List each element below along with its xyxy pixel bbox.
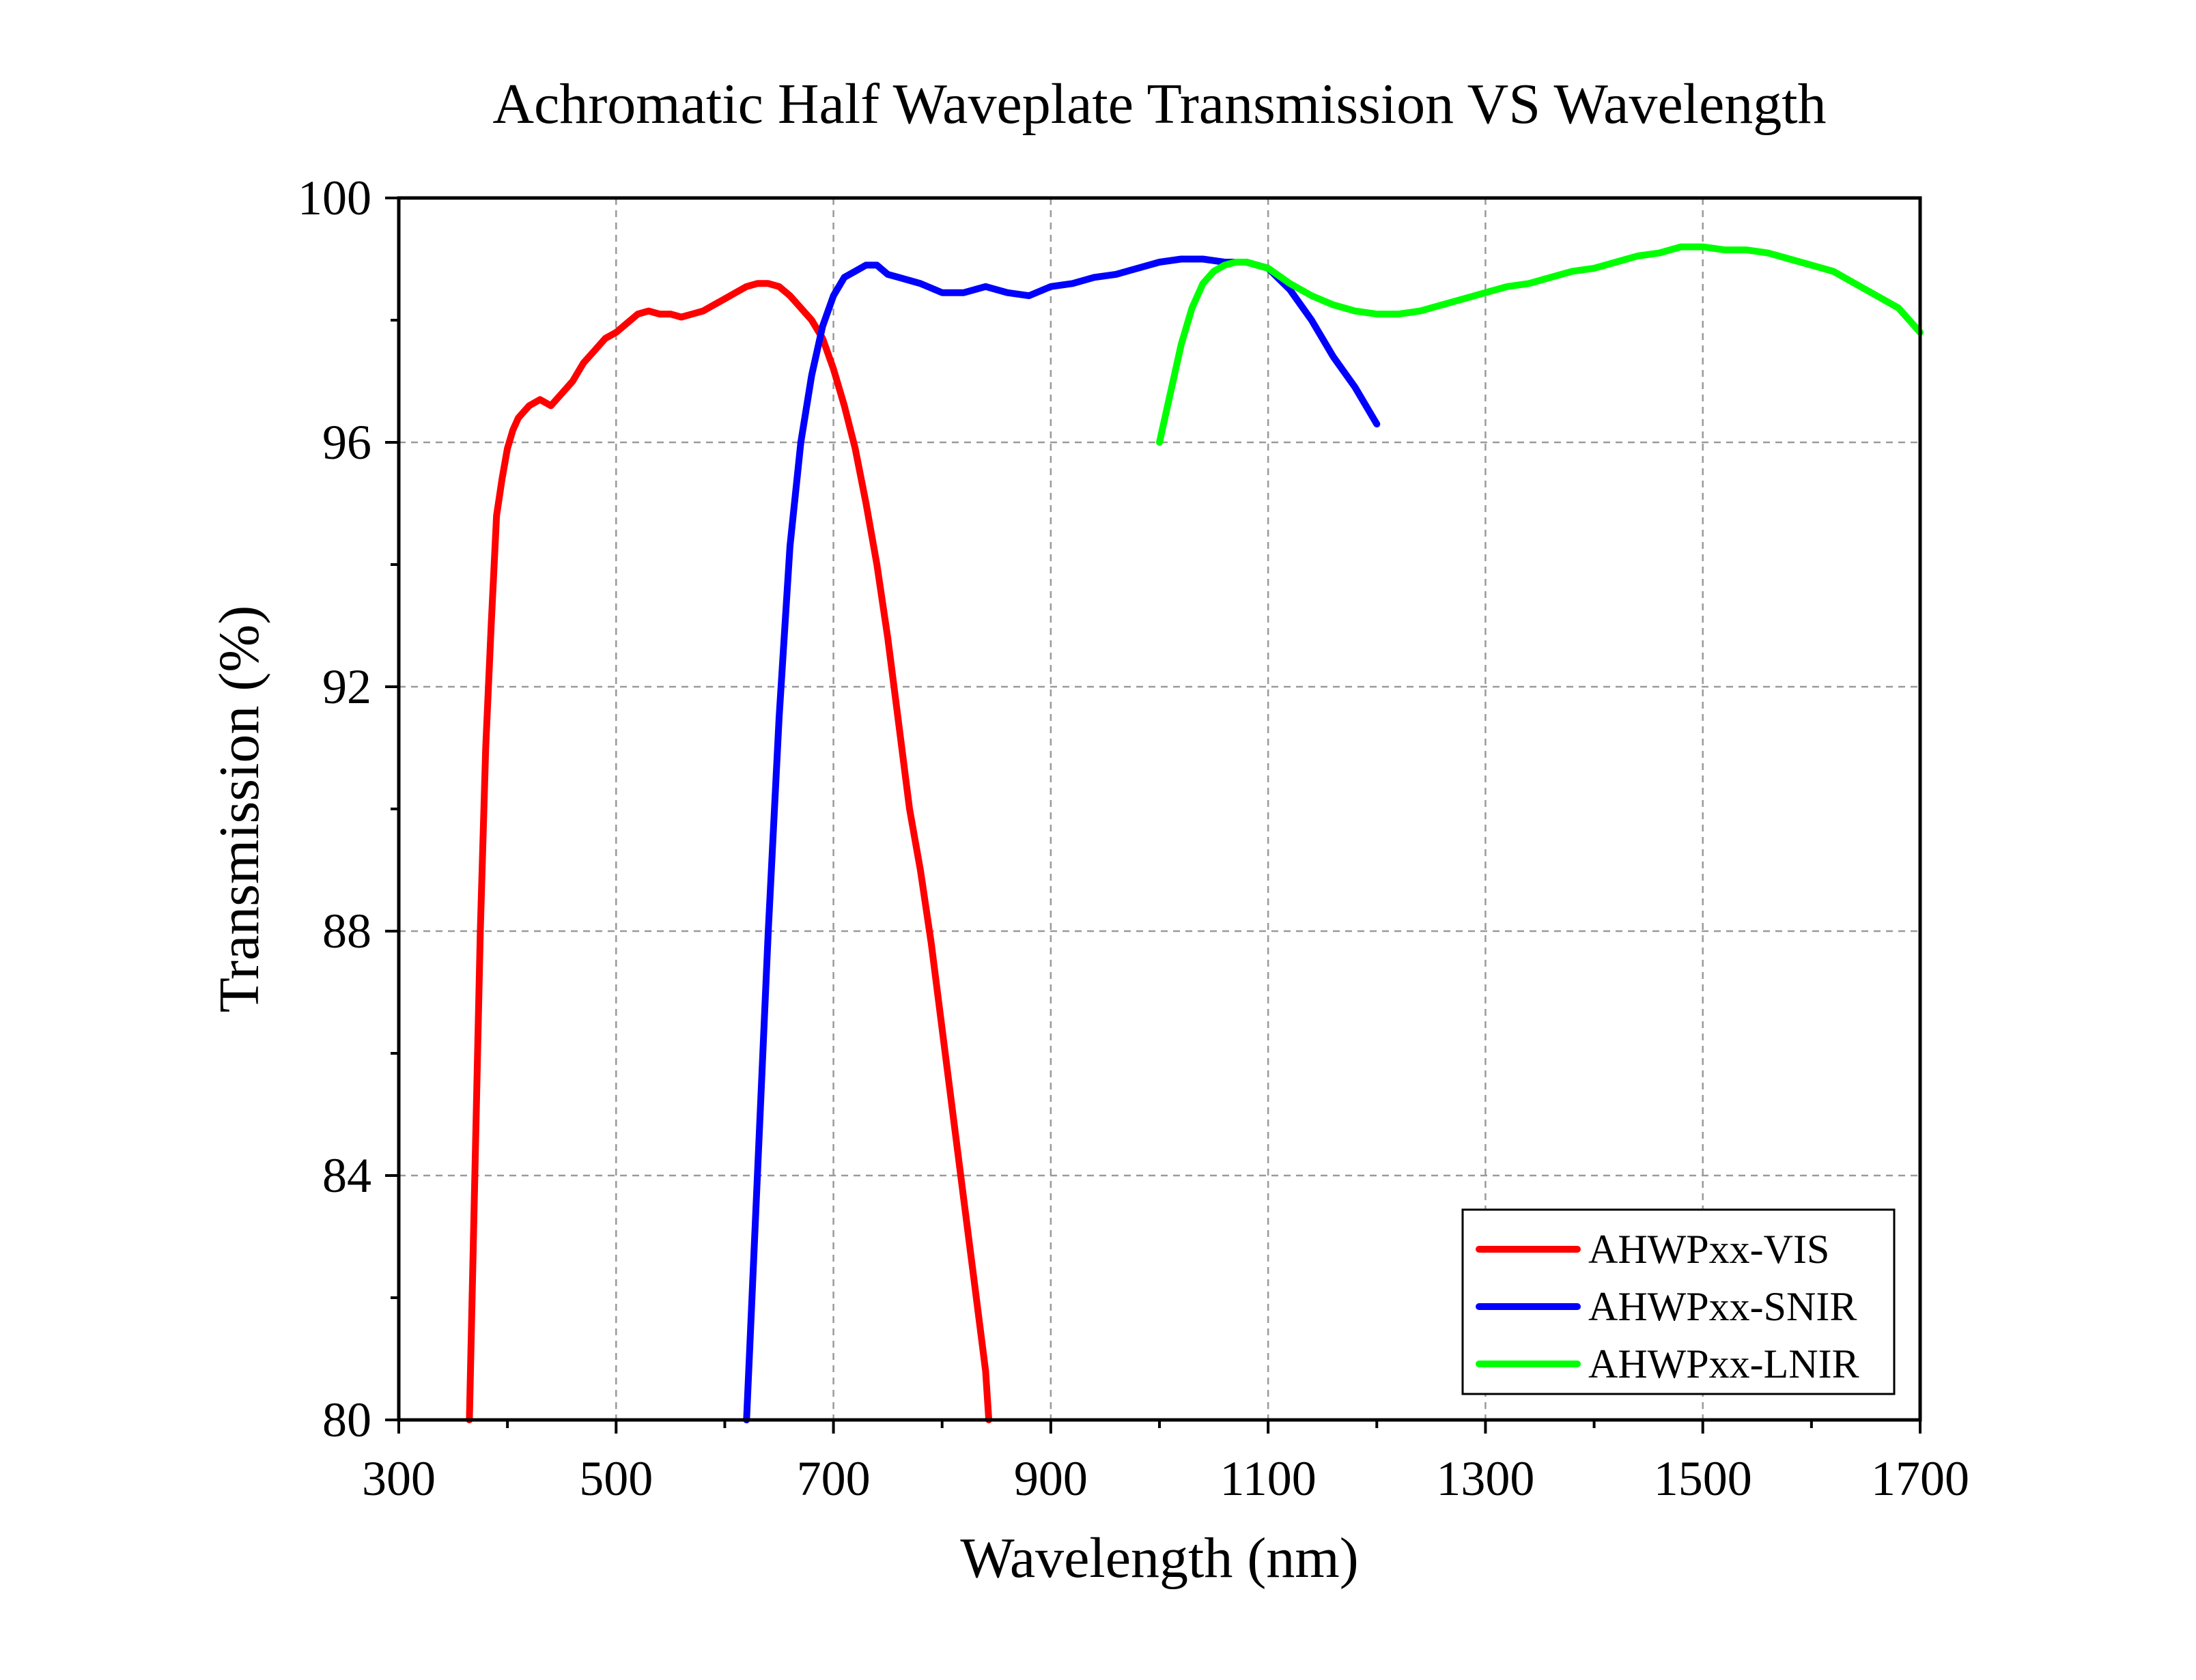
x-tick-label: 500 [579, 1451, 653, 1506]
legend-label-ahwpxx-vis: AHWPxx-VIS [1588, 1227, 1829, 1272]
legend-label-ahwpxx-snir: AHWPxx-SNIR [1588, 1284, 1857, 1329]
x-tick-label: 1100 [1220, 1451, 1316, 1506]
x-tick-label: 300 [362, 1451, 436, 1506]
x-tick-label: 700 [797, 1451, 871, 1506]
legend-label-ahwpxx-lnir: AHWPxx-LNIR [1588, 1341, 1859, 1386]
y-tick-label: 80 [322, 1393, 371, 1447]
series-lines [466, 243, 1924, 1423]
y-tick-label: 84 [322, 1148, 371, 1203]
series-line-ahwpxx-vis [466, 280, 993, 1423]
x-tick-label: 1300 [1436, 1451, 1534, 1506]
axis-ticks: 300 500 700 900 1100 1300 1500 1700 80 84 88 92 96 10… [298, 171, 1969, 1506]
series-line-ahwpxx-snir [743, 255, 1381, 1423]
x-tick-label: 1500 [1654, 1451, 1752, 1506]
x-tick-label: 1700 [1871, 1451, 1969, 1506]
x-axis-label: Wavelength (nm) [960, 1526, 1358, 1590]
y-tick-label: 92 [322, 659, 371, 714]
grid [399, 198, 1920, 1420]
y-tick-label: 100 [298, 171, 371, 225]
chart-title: Achromatic Half Waveplate Transmission V… [492, 72, 1826, 136]
series-line-ahwpxx-lnir [1156, 243, 1924, 446]
x-tick-label: 900 [1014, 1451, 1088, 1506]
y-tick-label: 88 [322, 904, 371, 958]
y-tick-label: 96 [322, 415, 371, 470]
y-axis-label: Transmission (%) [208, 606, 271, 1013]
legend: AHWPxx-VIS AHWPxx-SNIR AHWPxx-LNIR [1461, 1208, 1896, 1395]
